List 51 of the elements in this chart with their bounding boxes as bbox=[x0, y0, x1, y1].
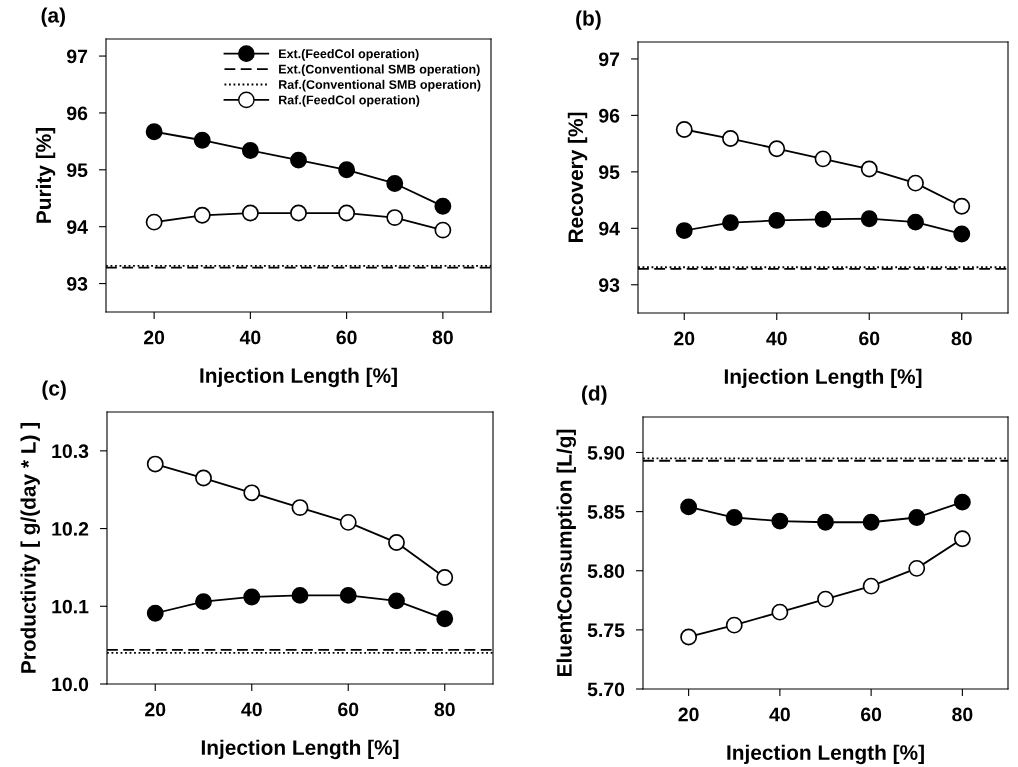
x-tick-label: 80 bbox=[951, 331, 972, 346]
y-tick-label: 97 bbox=[66, 49, 88, 64]
x-tick-label: 40 bbox=[766, 331, 787, 346]
x-tick-label: 80 bbox=[952, 707, 973, 722]
x-axis-title: Injection Length [%] bbox=[201, 739, 399, 760]
y-axis-title: Purity [%] bbox=[35, 128, 56, 223]
x-axis-title: Injection Length [%] bbox=[727, 744, 924, 765]
x-tick-label: 40 bbox=[769, 707, 790, 722]
y-tick-label: 95 bbox=[598, 165, 620, 180]
x-tick-label: 60 bbox=[336, 330, 357, 345]
x-tick-label: 20 bbox=[143, 330, 165, 345]
y-tick-label: 97 bbox=[598, 52, 620, 67]
chart-title: (d) bbox=[581, 385, 607, 405]
y-tick-label: 10.3 bbox=[52, 444, 89, 459]
y-tick-label: 96 bbox=[598, 108, 620, 123]
x-tick-label: 80 bbox=[434, 702, 455, 717]
y-axis-title: Recovery [%] bbox=[567, 112, 588, 243]
x-tick-label: 40 bbox=[239, 330, 261, 345]
x-tick-label: 20 bbox=[678, 707, 699, 722]
chart-title: (b) bbox=[576, 10, 601, 30]
y-tick-label: 96 bbox=[66, 106, 88, 121]
x-tick-label: 60 bbox=[338, 702, 359, 717]
y-tick-label: 5.75 bbox=[587, 623, 625, 638]
y-tick-label: 95 bbox=[66, 163, 88, 178]
chart-title: (c) bbox=[42, 380, 66, 400]
y-tick-label: 94 bbox=[598, 221, 620, 236]
legend-label: Ext.(FeedCol operation) bbox=[279, 49, 419, 61]
y-tick-label: 93 bbox=[598, 278, 620, 293]
x-tick-label: 60 bbox=[861, 707, 882, 722]
x-tick-label: 20 bbox=[145, 702, 166, 717]
x-axis-title: Injection Length [%] bbox=[200, 367, 397, 388]
y-axis-title: EluentConsumption [L/g] bbox=[556, 429, 576, 676]
x-tick-label: 60 bbox=[859, 331, 880, 346]
chart-title: (a) bbox=[41, 7, 65, 27]
y-tick-label: 10.2 bbox=[52, 522, 89, 536]
y-tick-label: 10.1 bbox=[52, 599, 89, 614]
y-tick-label: 5.70 bbox=[587, 682, 625, 697]
y-tick-label: 10.0 bbox=[52, 677, 89, 692]
y-tick-label: 5.90 bbox=[587, 445, 625, 460]
x-tick-label: 40 bbox=[241, 702, 262, 717]
legend-label: Raf.(Conventional SMB operation) bbox=[279, 79, 481, 92]
legend-label: Raf.(FeedCol operation) bbox=[279, 95, 420, 107]
y-tick-label: 5.85 bbox=[587, 505, 625, 519]
y-tick-label: 93 bbox=[66, 277, 88, 291]
y-tick-label: 5.80 bbox=[587, 564, 625, 578]
y-axis-title: Productivity [ g/(day * L) ] bbox=[20, 423, 40, 673]
x-tick-label: 80 bbox=[432, 330, 453, 345]
legend-label: Ext.(Conventional SMB operation) bbox=[279, 64, 480, 77]
x-tick-label: 20 bbox=[674, 331, 695, 346]
x-axis-title: Injection Length [%] bbox=[724, 368, 922, 389]
y-tick-label: 94 bbox=[66, 220, 88, 234]
